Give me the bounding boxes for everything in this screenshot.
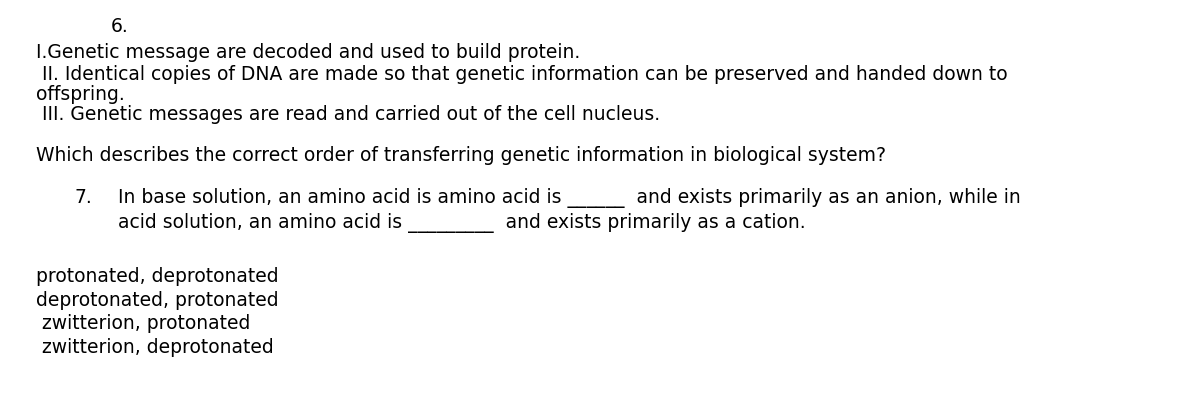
- Text: 7.: 7.: [74, 188, 92, 207]
- Text: III. Genetic messages are read and carried out of the cell nucleus.: III. Genetic messages are read and carri…: [36, 105, 660, 124]
- Text: Which describes the correct order of transferring genetic information in biologi: Which describes the correct order of tra…: [36, 146, 886, 165]
- Text: protonated, deprotonated: protonated, deprotonated: [36, 267, 278, 286]
- Text: zwitterion, protonated: zwitterion, protonated: [36, 314, 251, 333]
- Text: II. Identical copies of DNA are made so that genetic information can be preserve: II. Identical copies of DNA are made so …: [36, 65, 1008, 84]
- Text: deprotonated, protonated: deprotonated, protonated: [36, 291, 278, 310]
- Text: I.Genetic message are decoded and used to build protein.: I.Genetic message are decoded and used t…: [36, 43, 581, 62]
- Text: zwitterion, deprotonated: zwitterion, deprotonated: [36, 338, 274, 357]
- Text: In base solution, an amino acid is amino acid is ______  and exists primarily as: In base solution, an amino acid is amino…: [118, 188, 1020, 208]
- Text: 6.: 6.: [110, 17, 128, 36]
- Text: offspring.: offspring.: [36, 85, 125, 104]
- Text: acid solution, an amino acid is _________  and exists primarily as a cation.: acid solution, an amino acid is ________…: [118, 213, 805, 232]
